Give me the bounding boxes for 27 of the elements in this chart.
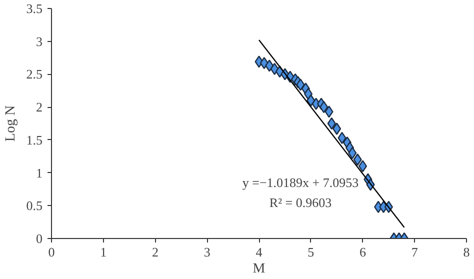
x-tick-label: 3 — [204, 244, 210, 260]
point — [353, 154, 362, 166]
y-tick-label: 1.5 — [26, 132, 42, 148]
y-tick-label: 3 — [36, 34, 42, 49]
x-tick-label: 4 — [256, 244, 263, 260]
x-axis-title: M — [252, 262, 266, 276]
point — [296, 78, 305, 91]
y-tick-label: 2 — [36, 100, 42, 115]
y-tick-label: 0.5 — [26, 198, 42, 214]
point — [332, 122, 342, 135]
x-tick-label: 2 — [152, 244, 158, 260]
annotation: y =−1.0189x + 7.0953 — [242, 175, 359, 190]
point — [324, 106, 334, 118]
point — [265, 60, 274, 72]
x-tick-label: 8 — [463, 244, 470, 260]
x-tick-label: 6 — [360, 244, 366, 260]
y-axis-title: Log N — [3, 105, 18, 142]
x-tick-label: 7 — [411, 244, 418, 260]
x-tick-label: 0 — [48, 244, 55, 260]
annotation: R² = 0.9603 — [269, 194, 332, 210]
y-tick-label: 3.5 — [26, 1, 42, 16]
point — [358, 160, 368, 172]
y-tick-label: 2.5 — [26, 66, 42, 82]
y-tick-label: 0 — [36, 231, 42, 246]
x-tick-label: 1 — [100, 244, 107, 260]
y-tick-label: 1 — [36, 165, 42, 180]
x-tick-label: 5 — [308, 244, 314, 260]
